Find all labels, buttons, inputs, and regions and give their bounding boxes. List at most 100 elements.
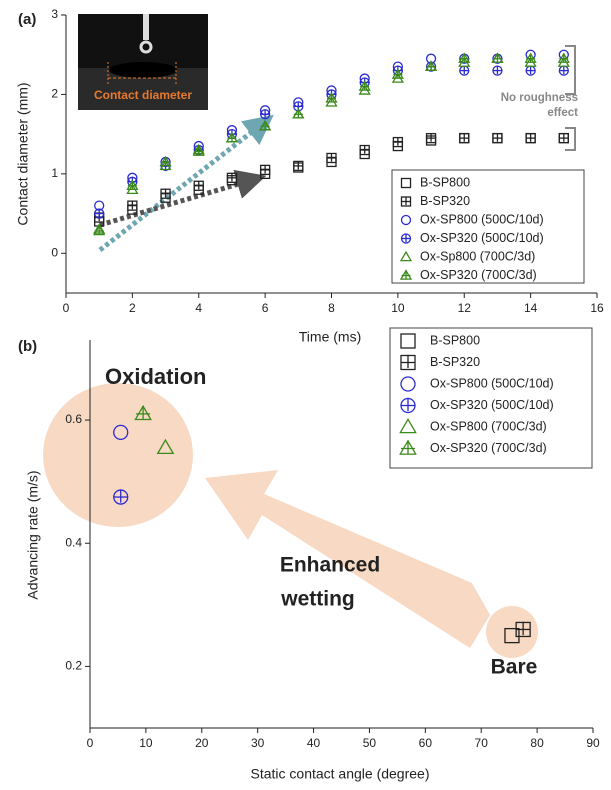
legend-label: B-SP320 [420,194,470,208]
y-tick-label: 0.4 [65,535,82,549]
x-tick-label: 60 [419,736,433,750]
marker [391,68,404,79]
legend-box [391,169,585,284]
marker [399,269,413,280]
marker [156,438,175,455]
marker [134,404,152,421]
marker [358,80,371,91]
legend-label: B-SP800 [430,333,480,347]
x-tick-label: 90 [586,736,600,750]
marker [160,188,171,199]
marker [113,424,129,441]
marker [459,132,470,144]
marker [226,172,238,183]
highlight-circle [486,606,538,658]
marker [491,52,504,63]
x-tick-label: 8 [328,301,335,315]
marker-shape [113,424,129,441]
trend-arrow [99,169,267,228]
marker [225,131,239,143]
marker [325,92,338,103]
marker [400,376,416,392]
inset-droplet [139,40,153,54]
marker [359,144,370,156]
bracket [565,127,576,151]
marker [492,65,503,76]
x-axis-title: Static contact angle (degree) [251,766,430,782]
y-tick-label: 2 [51,87,58,101]
highlight-circle [43,383,193,527]
marker [259,119,272,131]
marker [192,145,205,156]
marker [400,177,412,189]
x-tick-label: 0 [63,301,70,315]
legend-label: Ox-SP800 (700C/3d) [430,419,547,433]
big-arrow [205,470,490,648]
marker-shape [504,627,520,644]
marker [193,180,204,191]
annotation: Enhanced [280,554,380,577]
marker [425,132,437,144]
marker [127,200,138,211]
marker-shape [400,376,416,392]
marker [525,132,536,144]
x-tick-label: 80 [530,736,544,750]
x-tick-label: 12 [458,301,472,315]
marker [159,155,172,167]
marker [126,179,139,191]
legend-label: Ox-Sp800 (700C/3d) [420,249,535,263]
marker [558,132,569,144]
marker [259,109,271,120]
marker [524,52,537,63]
y-tick-label: 1 [51,166,58,180]
marker [399,439,417,455]
marker [400,196,412,207]
legend-label: Ox-SP320 (700C/3d) [420,268,537,282]
inset-spread [109,62,177,78]
x-tick-label: 50 [363,736,377,750]
marker [400,354,416,371]
marker [93,224,106,236]
panel-label: (a) [18,11,36,28]
marker [525,65,536,76]
marker [392,136,404,148]
marker [504,627,520,644]
x-tick-label: 14 [524,301,538,315]
marker [515,621,531,638]
x-tick-label: 6 [262,301,269,315]
y-tick-label: 3 [51,7,58,21]
x-tick-label: 10 [391,301,405,315]
marker [400,233,412,244]
x-tick-label: 30 [251,736,265,750]
marker [326,152,337,164]
legend-label: B-SP320 [430,355,480,369]
marker [292,108,305,119]
marker-shape [400,177,412,189]
y-tick-label: 0 [51,245,58,259]
legend-label: B-SP800 [420,175,470,189]
marker [400,333,416,349]
marker-shape [399,250,413,262]
x-tick-label: 10 [139,736,153,750]
marker [424,60,438,71]
inset: Contact diameter [78,14,208,110]
x-tick-label: 0 [87,736,94,750]
marker-shape [400,333,416,349]
marker [400,397,416,414]
annotation: Bare [491,656,538,679]
marker [557,52,570,63]
inset-needle [143,14,149,40]
x-tick-label: 16 [590,301,604,315]
x-tick-label: 70 [475,736,489,750]
marker [94,208,105,219]
marker [400,214,412,226]
legend-label: Ox-SP800 (500C/10d) [420,212,544,226]
inset-label: Contact diameter [94,88,192,102]
marker-shape [156,438,175,455]
legend-label: Ox-SP320 (500C/10d) [430,398,554,412]
y-tick-label: 0.2 [65,659,82,673]
y-axis-title: Advancing rate (m/s) [25,470,41,599]
x-tick-label: 4 [195,301,202,315]
marker [399,250,413,262]
y-tick-label: 0.6 [65,412,82,426]
